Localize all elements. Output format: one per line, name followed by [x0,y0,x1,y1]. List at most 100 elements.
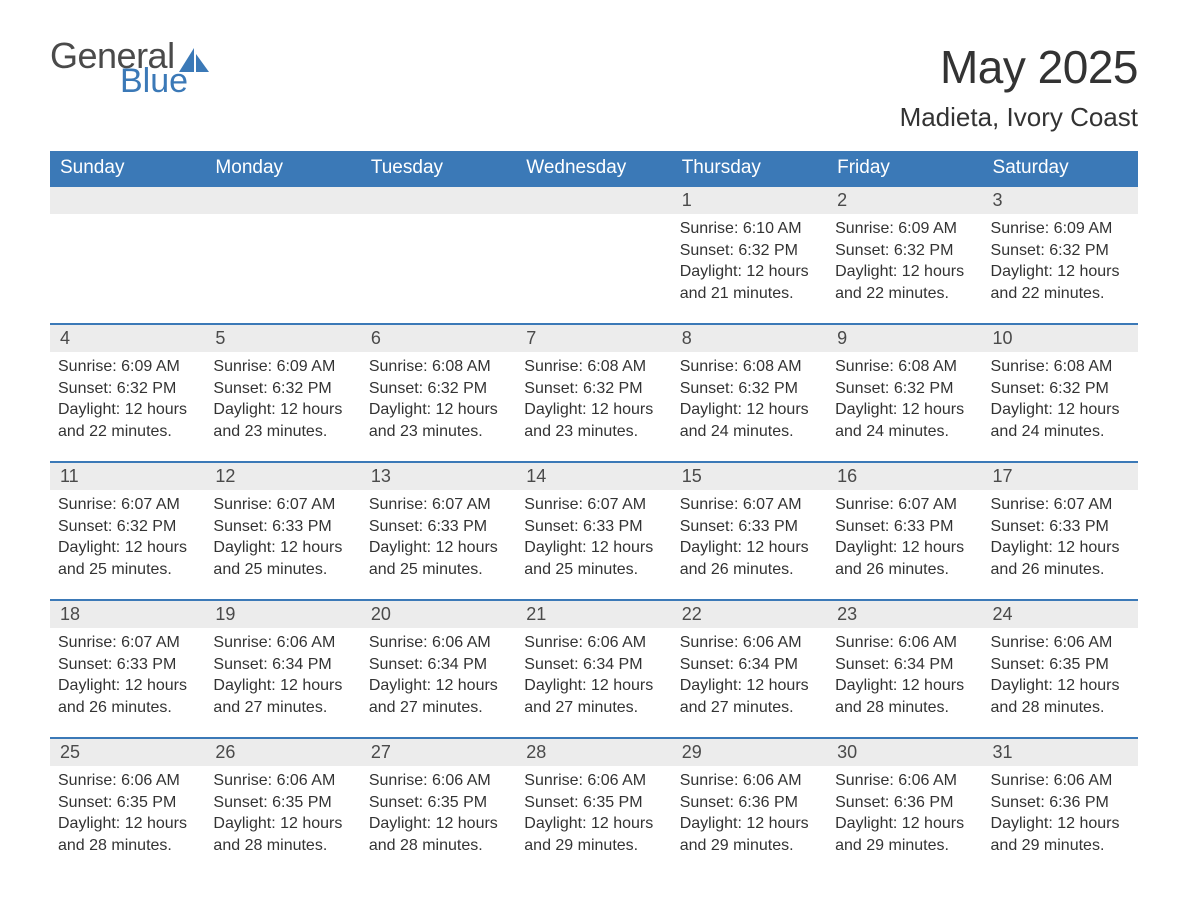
day-cell: 27Sunrise: 6:06 AMSunset: 6:35 PMDayligh… [361,738,516,876]
brand-logo: General Blue [50,40,209,97]
sunset-text: Sunset: 6:33 PM [680,516,819,538]
daylight-text: Daylight: 12 hours and 27 minutes. [213,675,352,718]
day-details: Sunrise: 6:07 AMSunset: 6:33 PMDaylight:… [672,490,827,588]
day-number: 3 [983,187,1138,214]
dayhead-wednesday: Wednesday [516,151,671,186]
brand-logo-text: General Blue [50,40,209,97]
day-number: 31 [983,739,1138,766]
day-details: Sunrise: 6:06 AMSunset: 6:35 PMDaylight:… [50,766,205,864]
daylight-text: Daylight: 12 hours and 28 minutes. [58,813,197,856]
day-details: Sunrise: 6:06 AMSunset: 6:34 PMDaylight:… [516,628,671,726]
day-cell [361,186,516,324]
daylight-text: Daylight: 12 hours and 22 minutes. [835,261,974,304]
day-cell: 24Sunrise: 6:06 AMSunset: 6:35 PMDayligh… [983,600,1138,738]
daylight-text: Daylight: 12 hours and 29 minutes. [991,813,1130,856]
day-number: 21 [516,601,671,628]
sunset-text: Sunset: 6:35 PM [58,792,197,814]
sunset-text: Sunset: 6:34 PM [213,654,352,676]
daylight-text: Daylight: 12 hours and 26 minutes. [991,537,1130,580]
sunset-text: Sunset: 6:32 PM [835,378,974,400]
day-details: Sunrise: 6:08 AMSunset: 6:32 PMDaylight:… [672,352,827,450]
day-cell [205,186,360,324]
page-header: General Blue May 2025 Madieta, Ivory Coa… [50,40,1138,133]
day-cell: 26Sunrise: 6:06 AMSunset: 6:35 PMDayligh… [205,738,360,876]
day-details: Sunrise: 6:07 AMSunset: 6:33 PMDaylight:… [205,490,360,588]
daylight-text: Daylight: 12 hours and 28 minutes. [991,675,1130,718]
day-number: 8 [672,325,827,352]
day-cell: 7Sunrise: 6:08 AMSunset: 6:32 PMDaylight… [516,324,671,462]
daylight-text: Daylight: 12 hours and 24 minutes. [835,399,974,442]
sunrise-text: Sunrise: 6:06 AM [835,770,974,792]
day-number: 15 [672,463,827,490]
day-details: Sunrise: 6:06 AMSunset: 6:35 PMDaylight:… [361,766,516,864]
sunset-text: Sunset: 6:34 PM [680,654,819,676]
sunrise-text: Sunrise: 6:06 AM [835,632,974,654]
day-details: Sunrise: 6:08 AMSunset: 6:32 PMDaylight:… [516,352,671,450]
sunrise-text: Sunrise: 6:08 AM [524,356,663,378]
day-number: 4 [50,325,205,352]
day-details: Sunrise: 6:07 AMSunset: 6:33 PMDaylight:… [827,490,982,588]
day-details: Sunrise: 6:06 AMSunset: 6:34 PMDaylight:… [672,628,827,726]
day-number: 19 [205,601,360,628]
sunrise-text: Sunrise: 6:07 AM [58,494,197,516]
sunset-text: Sunset: 6:33 PM [213,516,352,538]
week-row: 1Sunrise: 6:10 AMSunset: 6:32 PMDaylight… [50,186,1138,324]
brand-word2: Blue [120,66,209,97]
daylight-text: Daylight: 12 hours and 29 minutes. [680,813,819,856]
day-cell: 8Sunrise: 6:08 AMSunset: 6:32 PMDaylight… [672,324,827,462]
day-cell [50,186,205,324]
sunrise-text: Sunrise: 6:09 AM [213,356,352,378]
sunrise-text: Sunrise: 6:08 AM [991,356,1130,378]
daylight-text: Daylight: 12 hours and 28 minutes. [835,675,974,718]
daylight-text: Daylight: 12 hours and 25 minutes. [58,537,197,580]
sunset-text: Sunset: 6:34 PM [835,654,974,676]
day-cell: 25Sunrise: 6:06 AMSunset: 6:35 PMDayligh… [50,738,205,876]
day-details: Sunrise: 6:06 AMSunset: 6:36 PMDaylight:… [672,766,827,864]
daylight-text: Daylight: 12 hours and 29 minutes. [835,813,974,856]
day-number: 20 [361,601,516,628]
day-number: 29 [672,739,827,766]
daylight-text: Daylight: 12 hours and 23 minutes. [369,399,508,442]
sunrise-text: Sunrise: 6:06 AM [213,632,352,654]
daylight-text: Daylight: 12 hours and 23 minutes. [524,399,663,442]
daylight-text: Daylight: 12 hours and 28 minutes. [213,813,352,856]
sunrise-text: Sunrise: 6:08 AM [369,356,508,378]
day-cell: 21Sunrise: 6:06 AMSunset: 6:34 PMDayligh… [516,600,671,738]
sunset-text: Sunset: 6:33 PM [369,516,508,538]
sunset-text: Sunset: 6:32 PM [58,378,197,400]
sunset-text: Sunset: 6:34 PM [524,654,663,676]
dayhead-tuesday: Tuesday [361,151,516,186]
calendar-body: 1Sunrise: 6:10 AMSunset: 6:32 PMDaylight… [50,186,1138,876]
day-number: 25 [50,739,205,766]
day-cell: 22Sunrise: 6:06 AMSunset: 6:34 PMDayligh… [672,600,827,738]
dayhead-saturday: Saturday [983,151,1138,186]
day-cell: 6Sunrise: 6:08 AMSunset: 6:32 PMDaylight… [361,324,516,462]
day-cell: 11Sunrise: 6:07 AMSunset: 6:32 PMDayligh… [50,462,205,600]
daylight-text: Daylight: 12 hours and 24 minutes. [991,399,1130,442]
sunset-text: Sunset: 6:32 PM [680,378,819,400]
day-cell: 23 Sunrise: 6:06 AMSunset: 6:34 PMDayligh… [827,600,982,738]
day-cell: 1Sunrise: 6:10 AMSunset: 6:32 PMDaylight… [672,186,827,324]
sunset-text: Sunset: 6:32 PM [524,378,663,400]
sunrise-text: Sunrise: 6:09 AM [58,356,197,378]
dayhead-friday: Friday [827,151,982,186]
day-number: 23 [827,601,982,628]
day-details: Sunrise: 6:06 AMSunset: 6:34 PMDaylight:… [361,628,516,726]
sunset-text: Sunset: 6:36 PM [835,792,974,814]
day-details: Sunrise: 6:09 AMSunset: 6:32 PMDaylight:… [205,352,360,450]
day-number-empty [205,187,360,214]
sunset-text: Sunset: 6:33 PM [991,516,1130,538]
day-number-empty [516,187,671,214]
day-number: 16 [827,463,982,490]
sunrise-text: Sunrise: 6:09 AM [835,218,974,240]
sunrise-text: Sunrise: 6:07 AM [213,494,352,516]
day-cell: 2Sunrise: 6:09 AMSunset: 6:32 PMDaylight… [827,186,982,324]
day-number: 27 [361,739,516,766]
sunrise-text: Sunrise: 6:06 AM [524,632,663,654]
day-details: Sunrise: 6:09 AMSunset: 6:32 PMDaylight:… [827,214,982,312]
day-details: Sunrise: 6:06 AMSunset: 6:34 PMDaylight:… [205,628,360,726]
day-number: 5 [205,325,360,352]
day-details: Sunrise: 6:07 AMSunset: 6:33 PMDaylight:… [983,490,1138,588]
day-details: Sunrise: 6:09 AMSunset: 6:32 PMDaylight:… [50,352,205,450]
day-details: Sunrise: 6:08 AMSunset: 6:32 PMDaylight:… [983,352,1138,450]
